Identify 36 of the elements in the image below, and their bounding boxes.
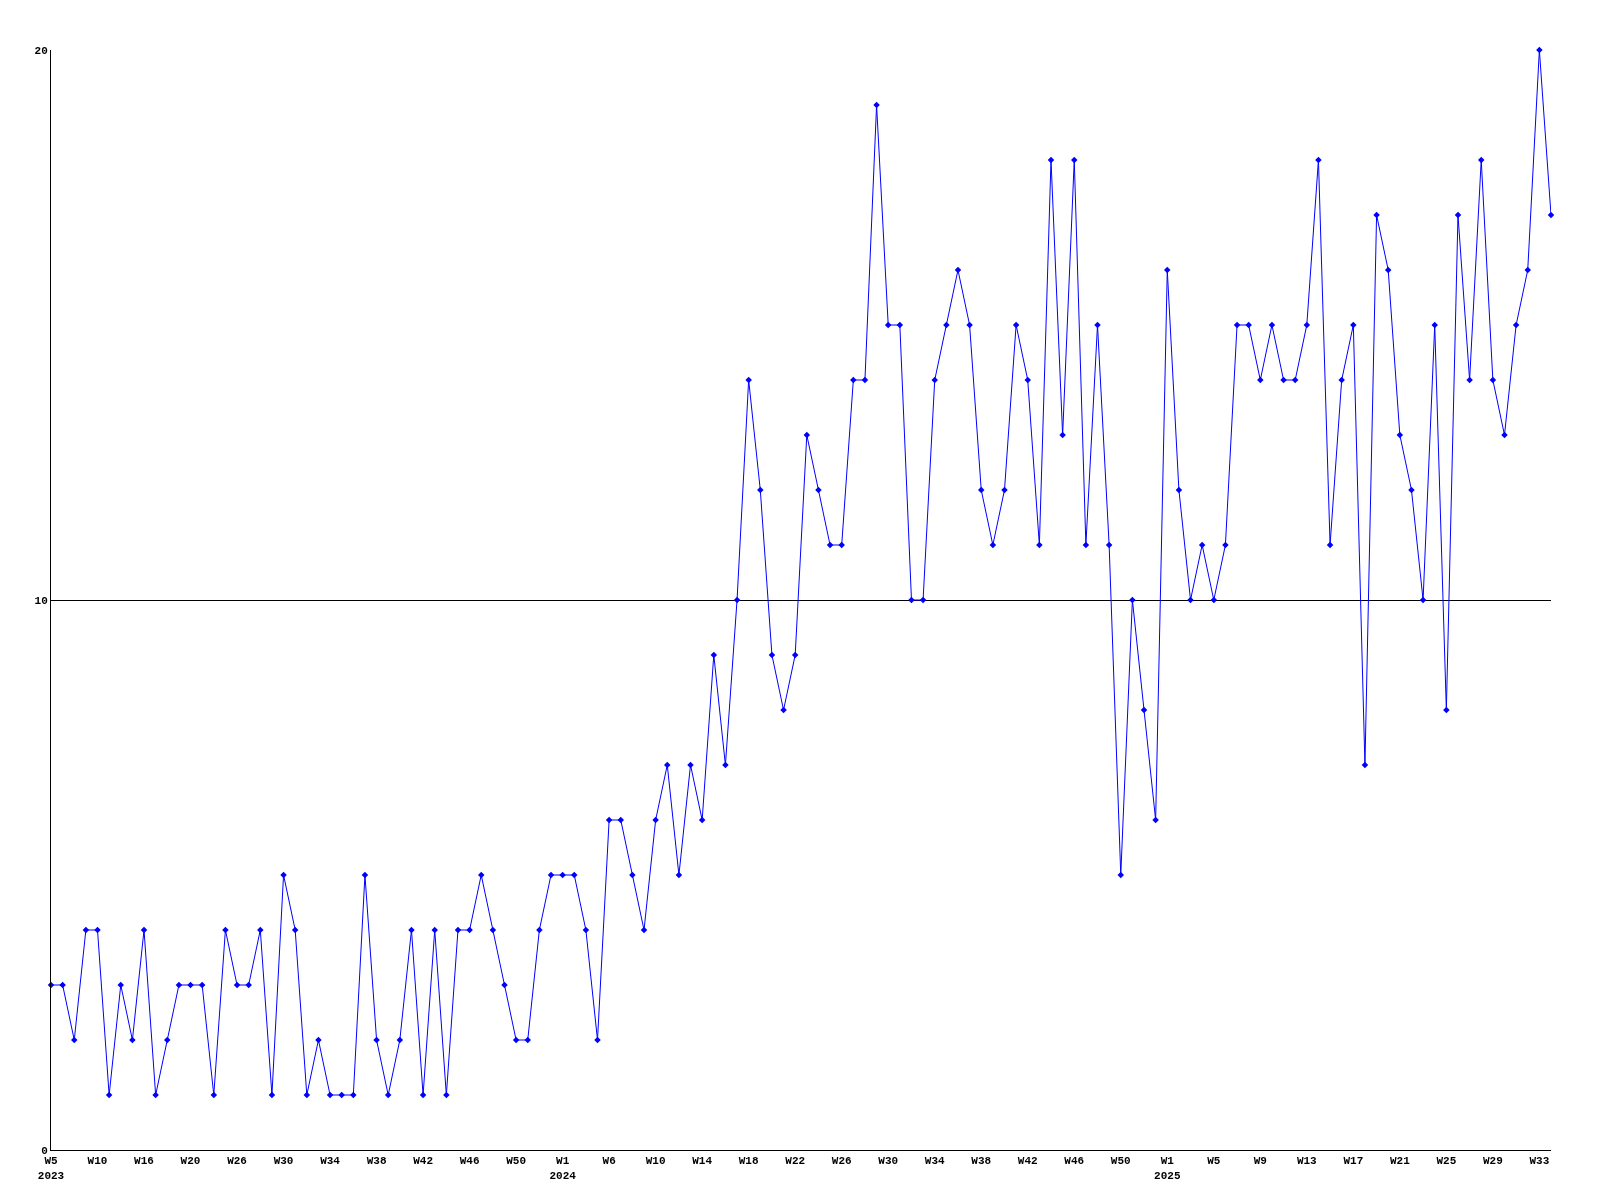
x-tick-label: W1 2024 xyxy=(549,1155,577,1182)
x-tick-label: W5 2023 xyxy=(37,1155,65,1182)
x-tick-label: W42 xyxy=(413,1155,433,1168)
x-tick-label: W33 xyxy=(1529,1155,1550,1168)
x-tick-label: W9 xyxy=(1253,1155,1267,1168)
x-tick-label: W50 xyxy=(1110,1155,1131,1168)
x-tick-label: W38 xyxy=(971,1155,992,1168)
x-tick-label: W42 xyxy=(1017,1155,1038,1168)
x-tick-label: W6 xyxy=(602,1155,616,1168)
x-tick-label: W14 xyxy=(692,1155,713,1168)
x-tick-label: W18 xyxy=(738,1155,759,1168)
x-tick-label: W21 xyxy=(1389,1155,1411,1168)
x-tick-label: W1 2025 xyxy=(1154,1155,1181,1182)
x-tick-label: W22 xyxy=(785,1155,806,1168)
x-tick-label: W46 xyxy=(459,1155,480,1168)
x-tick-label: W34 xyxy=(924,1155,946,1168)
x-tick-label: W17 xyxy=(1343,1155,1364,1168)
x-tick-label: W38 xyxy=(366,1155,387,1168)
x-tick-label: W13 xyxy=(1296,1155,1318,1168)
x-tick-label: W26 xyxy=(831,1155,852,1168)
x-tick-label: W29 xyxy=(1482,1155,1503,1168)
y-tick-label: 10 xyxy=(34,594,48,607)
y-tick-label: 0 xyxy=(41,1144,48,1157)
x-tick-label: W46 xyxy=(1064,1155,1085,1168)
x-tick-label: W50 xyxy=(506,1155,527,1168)
x-tick-label: W30 xyxy=(878,1155,899,1168)
x-tick-label: W10 xyxy=(645,1155,666,1168)
x-tick-label: W10 xyxy=(87,1155,108,1168)
x-tick-label: W30 xyxy=(273,1155,294,1168)
x-tick-label: W26 xyxy=(227,1155,247,1168)
x-tick-label: W16 xyxy=(134,1155,154,1168)
x-tick-label: W20 xyxy=(180,1155,201,1168)
x-tick-label: W34 xyxy=(320,1155,341,1168)
x-tick-label: W25 xyxy=(1436,1155,1457,1168)
x-tick-label: W5 xyxy=(1207,1155,1221,1168)
y-tick-label: 20 xyxy=(34,44,48,57)
